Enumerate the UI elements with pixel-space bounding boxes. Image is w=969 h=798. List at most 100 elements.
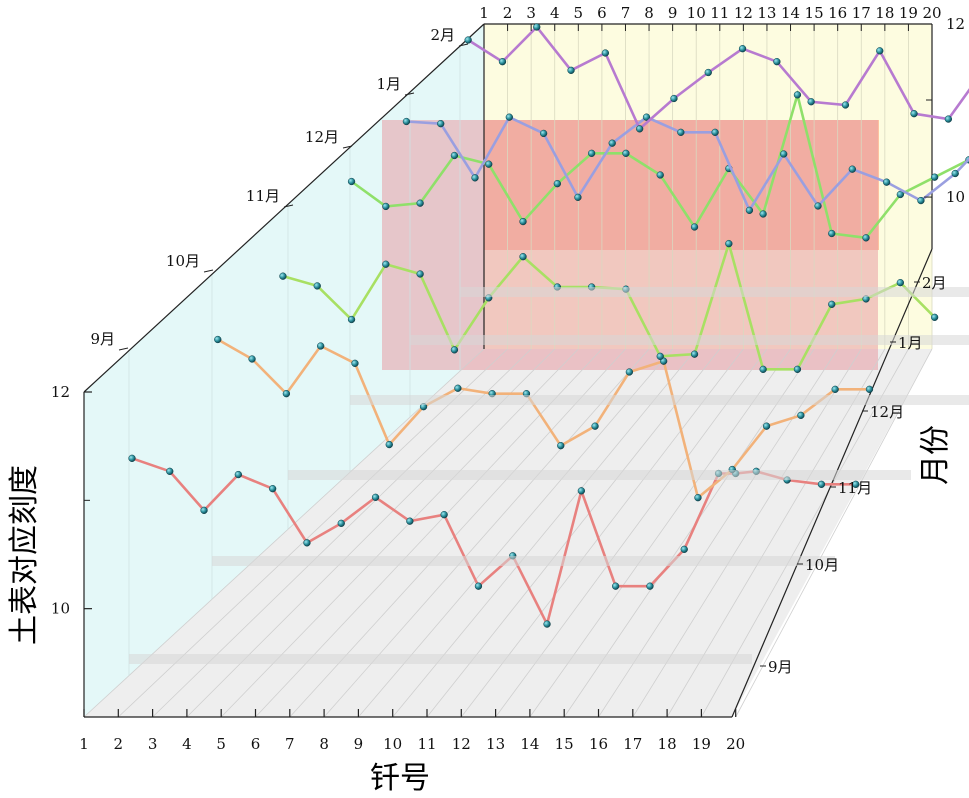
month-tick-label-right: 1月 bbox=[898, 334, 923, 352]
data-point bbox=[944, 115, 953, 123]
x-axis-title: 钎号 bbox=[370, 761, 430, 796]
y-tick-label: 12 bbox=[51, 383, 70, 401]
data-point bbox=[519, 217, 527, 226]
x-tick-label: 10 bbox=[383, 735, 402, 753]
x-tick-label: 1 bbox=[79, 735, 89, 753]
month-layers bbox=[128, 23, 969, 664]
data-point bbox=[694, 494, 702, 502]
x-tick-label: 14 bbox=[520, 735, 539, 753]
series-line-6 bbox=[467, 25, 969, 131]
month-tick-label-left: 9月 bbox=[90, 330, 115, 348]
month-tick-label-left: 11月 bbox=[246, 187, 280, 205]
x-tick-label: 9 bbox=[354, 735, 364, 753]
x-tick-label: 2 bbox=[114, 735, 124, 753]
x-top-tick-label: 17 bbox=[852, 4, 871, 22]
data-point bbox=[128, 454, 136, 462]
x-top-tick-label: 7 bbox=[621, 4, 631, 22]
layer-floor bbox=[410, 335, 969, 345]
data-point bbox=[347, 177, 356, 186]
data-point bbox=[759, 210, 767, 218]
data-point bbox=[382, 260, 390, 268]
data-point bbox=[567, 66, 575, 74]
month-tick-label-right: 12月 bbox=[870, 403, 904, 421]
x-tick-label: 6 bbox=[251, 735, 261, 753]
data-point bbox=[670, 94, 678, 103]
data-point bbox=[574, 193, 582, 201]
month-tick-label-right: 2月 bbox=[922, 274, 947, 292]
month-tick-label-left: 12月 bbox=[305, 128, 339, 146]
z-axis-title: 月份 bbox=[918, 425, 953, 485]
x-tick-label: 5 bbox=[216, 735, 226, 753]
data-point bbox=[793, 91, 802, 99]
x-tick-label: 11 bbox=[417, 735, 436, 753]
x-top-tick-label: 6 bbox=[597, 4, 607, 22]
data-point bbox=[612, 582, 620, 590]
data-point bbox=[485, 160, 493, 168]
x-top-tick-label: 15 bbox=[805, 4, 824, 22]
data-point bbox=[337, 519, 345, 527]
layer-floor bbox=[288, 470, 911, 480]
data-point bbox=[625, 368, 634, 376]
data-point bbox=[248, 355, 256, 363]
data-point bbox=[646, 582, 654, 590]
data-point bbox=[533, 23, 541, 31]
data-point bbox=[848, 165, 856, 173]
layer-floor bbox=[350, 395, 969, 405]
x-top-tick-label: 11 bbox=[710, 4, 729, 22]
data-point bbox=[519, 253, 527, 261]
data-point bbox=[876, 47, 884, 55]
data-point bbox=[704, 68, 712, 77]
data-point bbox=[797, 411, 805, 419]
data-point bbox=[200, 506, 208, 514]
x-top-tick-label: 8 bbox=[644, 4, 654, 22]
x-tick-label: 3 bbox=[148, 735, 158, 753]
data-point bbox=[450, 346, 459, 354]
data-point bbox=[745, 206, 754, 214]
x-top-tick-label: 3 bbox=[526, 4, 536, 22]
data-point bbox=[464, 36, 472, 44]
data-point bbox=[680, 545, 688, 553]
data-point bbox=[214, 335, 222, 344]
data-point bbox=[351, 359, 359, 367]
data-point bbox=[505, 113, 513, 121]
x-tick-label: 17 bbox=[623, 735, 642, 753]
month-tick-mark bbox=[283, 204, 294, 208]
layer-floor bbox=[129, 654, 752, 664]
data-point bbox=[557, 442, 565, 450]
data-point bbox=[371, 493, 380, 501]
data-point bbox=[382, 202, 390, 211]
data-point bbox=[690, 223, 699, 231]
data-point bbox=[865, 385, 874, 393]
data-point bbox=[917, 196, 925, 205]
data-point bbox=[498, 58, 507, 66]
x-tick-label: 18 bbox=[658, 735, 677, 753]
data-point bbox=[852, 480, 860, 488]
data-point bbox=[814, 202, 822, 210]
x-top-tick-label: 13 bbox=[757, 4, 776, 22]
x-top-tick-label: 20 bbox=[922, 4, 941, 22]
data-point bbox=[234, 470, 243, 479]
layer-floor bbox=[460, 287, 969, 297]
x-top-tick-label: 10 bbox=[687, 4, 706, 22]
data-point bbox=[313, 282, 321, 290]
data-point bbox=[862, 234, 870, 242]
data-point bbox=[385, 440, 393, 449]
data-point bbox=[347, 315, 356, 324]
y-right-tick-label: 12 bbox=[946, 15, 965, 33]
data-point bbox=[543, 620, 551, 628]
data-point bbox=[793, 365, 802, 373]
data-point bbox=[828, 300, 836, 308]
frame-edge bbox=[83, 23, 485, 393]
floor-grid-line bbox=[735, 348, 933, 718]
x-top-tick-label: 16 bbox=[828, 4, 847, 22]
data-point bbox=[437, 120, 445, 128]
data-point bbox=[636, 125, 644, 133]
x-top-tick-label: 19 bbox=[899, 4, 918, 22]
month-tick-mark bbox=[342, 145, 353, 149]
data-point bbox=[279, 272, 287, 280]
data-point bbox=[930, 173, 939, 181]
month-tick-mark bbox=[458, 43, 469, 47]
month-tick-mark bbox=[118, 347, 129, 351]
month-tick-label-left: 1月 bbox=[376, 75, 401, 93]
data-point bbox=[773, 58, 781, 66]
